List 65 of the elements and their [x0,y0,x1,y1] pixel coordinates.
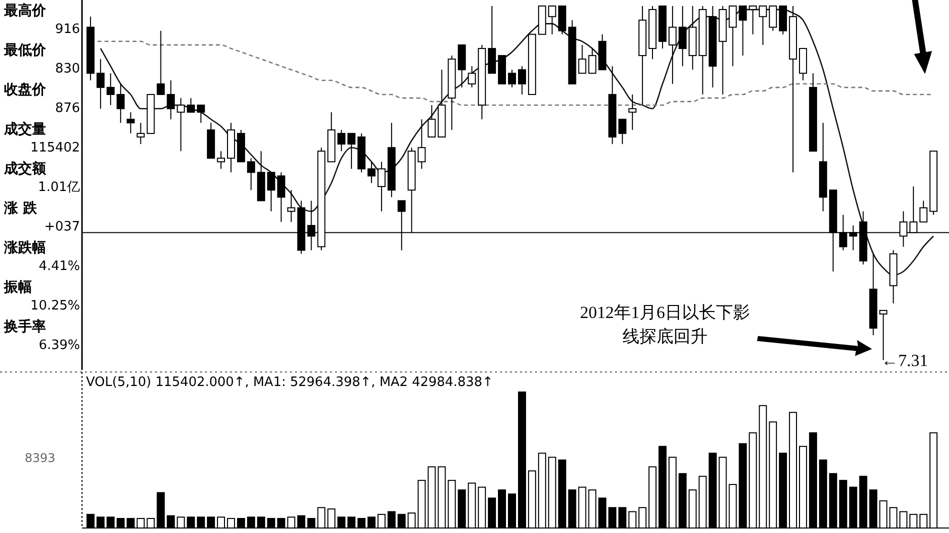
candlestick [307,200,316,251]
candlestick [768,6,777,32]
candlestick [548,6,556,35]
candlestick [367,161,376,184]
annotation: 2012年1月6日以长下影线探底回升 [580,303,750,346]
candlestick [126,112,135,134]
candlestick [116,83,125,124]
text: 成交量 [3,120,46,138]
text: 涨 跌 [3,200,38,216]
candlestick [628,94,636,130]
candlestick [347,132,356,170]
candlestick [337,129,346,152]
text: 最高价 [3,2,47,19]
text: 成交额 [3,160,47,177]
candlestick [728,6,737,67]
candlestick [919,200,928,222]
text: 1.01亿 [38,180,80,195]
candlestick [398,200,406,251]
candlestick [186,98,195,113]
candlestick [758,6,767,46]
candlestick [166,80,175,120]
candlestick [196,104,205,124]
text: +037 [44,220,80,234]
candlestick [267,172,276,212]
candlestick [849,224,858,251]
text: 115402 [30,140,80,156]
annotation: ←7.31 [881,351,928,370]
candlestick [378,161,386,212]
text: 830 [55,62,80,76]
text: 最低价 [3,42,47,58]
candlestick [287,190,296,222]
text: 876 [55,101,80,116]
candlestick [156,30,165,95]
candlestick [418,118,426,170]
candlestick [468,66,476,88]
candlestick [678,6,687,67]
candlestick [668,6,677,84]
candlestick [909,186,918,234]
text: 振幅 [3,280,32,296]
candlestick [508,69,516,88]
candlestick [176,98,185,152]
candlestick [578,44,586,74]
candlestick [277,172,286,222]
text: 涨跌幅 [3,240,46,256]
text: 6.39% [38,338,80,353]
candlestick [518,66,526,95]
text: 916 [55,22,80,37]
candlestick [738,6,747,56]
candlestick [96,58,105,110]
candlestick [216,150,225,170]
text: 收盘价 [4,82,47,98]
candlestick [748,6,757,35]
candlestick [136,122,145,145]
chart-title: VOL(5,10) 115402.000↑, MA1: 52964.398↑, MA2 42984.838↑ [86,375,494,390]
candlestick [247,158,256,191]
text: 8393 [24,451,56,465]
candlestick [588,48,596,74]
candlestick [428,104,436,138]
candlestick [839,214,848,251]
text: 换手率 [3,318,46,335]
candlestick [899,210,908,248]
text: 4.41% [38,259,80,274]
candlestick [618,118,626,145]
text: 10.25% [30,298,80,314]
candlestick [106,72,115,106]
